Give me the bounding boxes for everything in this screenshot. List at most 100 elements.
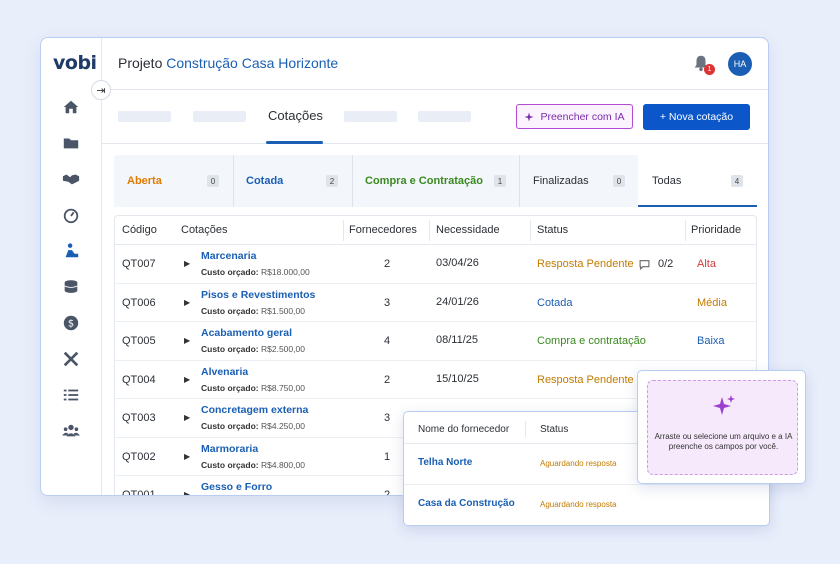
supplier-row[interactable]: Telha Norte Aguardando resposta xyxy=(404,444,769,485)
tab-placeholder[interactable] xyxy=(193,111,246,122)
row-cost: Custo orçado: R$2.500,00 xyxy=(201,344,305,354)
row-status: Cotada xyxy=(537,296,573,309)
cost-label: Custo orçado: xyxy=(201,267,259,277)
sidebar: vobi $ xyxy=(41,38,102,495)
status-tab-todas[interactable]: Todas 4 xyxy=(638,155,757,207)
project-name[interactable]: Construção Casa Horizonte xyxy=(166,55,339,71)
tab-placeholder[interactable] xyxy=(118,111,171,122)
expand-caret-icon[interactable]: ▶ xyxy=(184,413,191,422)
tab-placeholder[interactable] xyxy=(418,111,471,122)
supplier-status: Aguardando resposta xyxy=(540,500,617,509)
row-need-date: 15/10/25 xyxy=(436,372,479,385)
row-quote-name[interactable]: Marmoraria xyxy=(201,442,259,455)
team-icon[interactable] xyxy=(60,420,82,442)
header-quotes: Cotações xyxy=(181,224,228,236)
list-icon[interactable] xyxy=(60,384,82,406)
status-tab-aberta[interactable]: Aberta 0 xyxy=(114,155,233,207)
row-cost: Custo orçado: R$1.500,00 xyxy=(201,306,305,316)
ai-fill-button[interactable]: Preencher com IA xyxy=(516,104,633,129)
row-cost: Custo orçado: R$4.250,00 xyxy=(201,421,305,431)
cost-value: R$4.800,00 xyxy=(261,459,305,470)
header-priority: Prioridade xyxy=(691,224,742,236)
message-count: 0/2 xyxy=(658,258,674,270)
header-code: Código xyxy=(122,224,157,236)
status-tab-count: 2 xyxy=(326,175,338,187)
status-tab-cotada[interactable]: Cotada 2 xyxy=(233,155,352,207)
cost-value: R$2.500,00 xyxy=(261,344,305,354)
expand-caret-icon[interactable]: ▶ xyxy=(184,297,191,307)
expand-caret-icon[interactable]: ▶ xyxy=(184,336,191,345)
status-tab-label: Aberta xyxy=(127,175,162,187)
row-cost: Custo orçado: R$4.800,00 xyxy=(201,460,305,470)
row-suppliers: 2 xyxy=(383,489,391,496)
row-suppliers: 1 xyxy=(383,450,391,463)
handshake-icon[interactable] xyxy=(60,168,82,190)
avatar[interactable]: HA xyxy=(728,52,752,76)
row-need-date: 08/11/25 xyxy=(436,334,479,346)
expand-caret-icon[interactable]: ▶ xyxy=(184,259,191,268)
tab-cotacoes[interactable]: Cotações xyxy=(268,108,323,123)
table-row[interactable]: QT006 ▶ Pisos e Revestimentos Custo orçado:… xyxy=(115,284,756,322)
status-tab-label: Compra e Contratação xyxy=(365,175,483,187)
table-row[interactable]: QT007 ▶ Marcenaria Custo orçado: R$18.000,0… xyxy=(115,245,756,284)
expand-caret-icon[interactable]: ▶ xyxy=(184,451,191,461)
home-icon[interactable] xyxy=(60,96,82,118)
cost-value: R$4.250,00 xyxy=(261,421,305,431)
status-filter-tabs: Aberta 0 Cotada 2 Compra e Contratação 1… xyxy=(114,155,757,207)
row-quote-name[interactable]: Marcenaria xyxy=(201,250,257,262)
row-code: QT006 xyxy=(122,296,156,309)
sidebar-toggle-button[interactable]: ⇥ xyxy=(91,80,111,100)
supplier-row[interactable]: Casa da Construção Aguardando resposta xyxy=(404,486,769,527)
row-messages[interactable]: 0/2 xyxy=(639,258,673,270)
status-tab-finalizadas[interactable]: Finalizadas 0 xyxy=(519,155,638,207)
cost-label: Custo orçado: xyxy=(201,459,259,470)
expand-caret-icon[interactable]: ▶ xyxy=(184,490,191,496)
supplier-name[interactable]: Telha Norte xyxy=(418,457,473,468)
worker-icon[interactable] xyxy=(60,240,82,262)
file-dropzone[interactable]: Arraste ou selecione um arquivo e a IA p… xyxy=(647,380,798,475)
arrow-right-icon: ⇥ xyxy=(96,84,106,97)
gauge-icon[interactable] xyxy=(60,204,82,226)
status-tab-count: 0 xyxy=(207,175,219,187)
sparkle-icon xyxy=(524,112,534,121)
notification-badge: 1 xyxy=(704,64,715,75)
row-quote-name[interactable]: Gesso e Forro xyxy=(201,481,273,493)
new-quote-button[interactable]: + Nova cotação xyxy=(643,104,750,130)
row-code: QT002 xyxy=(122,450,156,463)
table-row[interactable]: QT001 ▶ Gesso e Forro 2 xyxy=(115,476,756,496)
row-status: Compra e contratação xyxy=(537,335,646,347)
row-code: QT001 xyxy=(122,489,156,496)
row-quote-name[interactable]: Alvenaria xyxy=(201,365,249,378)
cost-label: Custo orçado: xyxy=(201,382,259,393)
row-quote-name[interactable]: Pisos e Revestimentos xyxy=(201,288,316,301)
table-header: Código Cotações Fornecedores Necessidade… xyxy=(115,216,756,245)
status-tab-count: 1 xyxy=(494,175,506,187)
row-cost: Custo orçado: R$18.000,00 xyxy=(201,267,310,277)
supplier-popup-header: Nome do fornecedor Status xyxy=(404,412,769,444)
supplier-name[interactable]: Casa da Construção xyxy=(418,498,515,509)
row-code: QT003 xyxy=(122,412,156,424)
row-quote-name[interactable]: Acabamento geral xyxy=(201,327,293,339)
row-quote-name[interactable]: Concretagem externa xyxy=(201,404,309,416)
title-prefix: Projeto xyxy=(118,55,163,71)
tab-placeholder[interactable] xyxy=(344,111,397,122)
tools-icon[interactable] xyxy=(60,348,82,370)
coins-icon[interactable] xyxy=(60,276,82,298)
row-code: QT004 xyxy=(122,373,156,386)
bell-icon[interactable] xyxy=(692,54,710,72)
ai-upload-popup: Arraste ou selecione um arquivo e a IA p… xyxy=(637,370,806,484)
expand-caret-icon[interactable]: ▶ xyxy=(184,374,191,384)
divider xyxy=(233,155,234,207)
table-row[interactable]: QT005 ▶ Acabamento geral Custo orçado: R$2.… xyxy=(115,322,756,361)
table-row[interactable]: QT004 ▶ Alvenaria Custo orçado: R$8.750,00 2… xyxy=(115,361,756,399)
row-code: QT005 xyxy=(122,335,156,347)
divider xyxy=(685,220,686,241)
svg-text:$: $ xyxy=(68,319,74,330)
folder-icon[interactable] xyxy=(60,132,82,154)
dollar-icon[interactable]: $ xyxy=(60,312,82,334)
status-tab-compra[interactable]: Compra e Contratação 1 xyxy=(352,155,519,207)
tabs-bar: Cotações Preencher com IA + Nova cotação xyxy=(102,90,768,144)
row-suppliers: 2 xyxy=(383,258,391,270)
ai-fill-label: Preencher com IA xyxy=(540,110,625,123)
divider xyxy=(352,155,353,207)
